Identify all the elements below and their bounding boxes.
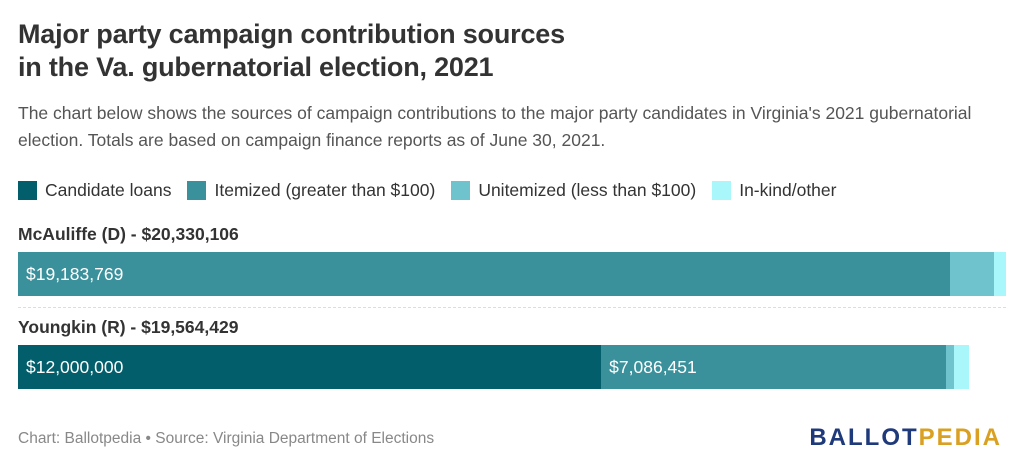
- candidate-label-mcauliffe: McAuliffe (D) - $20,330,106: [18, 224, 239, 244]
- legend-label: In-kind/other: [739, 179, 837, 200]
- row-divider: [18, 307, 1006, 308]
- logo-part-pedia: PEDIA: [918, 424, 1002, 451]
- legend-swatch: [187, 180, 207, 200]
- chart-subtitle: The chart below shows the sources of cam…: [18, 103, 972, 150]
- legend: Candidate loans Itemized (greater than $1…: [18, 178, 852, 202]
- bar-row-youngkin: $12,000,000 $7,086,451: [18, 345, 969, 389]
- bar-segment: $7,086,451: [601, 345, 946, 389]
- bar-value-label: $12,000,000: [26, 357, 124, 377]
- footer-source: Chart: Ballotpedia • Source: Virginia De…: [18, 430, 435, 447]
- title-line-2: in the Va. gubernatorial election, 2021: [18, 52, 494, 82]
- candidate-label-youngkin: Youngkin (R) - $19,564,429: [18, 317, 239, 337]
- legend-item: Itemized (greater than $100): [187, 180, 435, 201]
- ballotpedia-logo: BALLOTPEDIA: [809, 424, 1002, 452]
- legend-item: Candidate loans: [18, 180, 171, 201]
- legend-swatch: [451, 180, 471, 200]
- bar-segment: $19,183,769: [18, 252, 951, 296]
- bar-segment: $12,000,000: [18, 345, 602, 389]
- legend-label: Unitemized (less than $100): [478, 179, 697, 200]
- legend-item: Unitemized (less than $100): [451, 180, 696, 201]
- bar-segment: [950, 252, 995, 296]
- title-line-1: Major party campaign contribution source…: [18, 19, 565, 49]
- legend-label: Candidate loans: [45, 179, 172, 200]
- bar-segment: [994, 252, 1006, 296]
- legend-item: In-kind/other: [712, 180, 836, 201]
- bar-value-label: $19,183,769: [26, 264, 124, 284]
- logo-part-ballot: BALLOT: [809, 424, 919, 451]
- bar-value-label: $7,086,451: [609, 357, 697, 377]
- bar-row-mcauliffe: $19,183,769: [18, 252, 1006, 296]
- legend-swatch: [712, 180, 732, 200]
- chart-title: Major party campaign contribution source…: [18, 18, 918, 84]
- legend-swatch: [18, 180, 37, 200]
- legend-label: Itemized (greater than $100): [214, 179, 436, 200]
- bar-segment: [945, 345, 955, 389]
- bar-segment: [954, 345, 969, 389]
